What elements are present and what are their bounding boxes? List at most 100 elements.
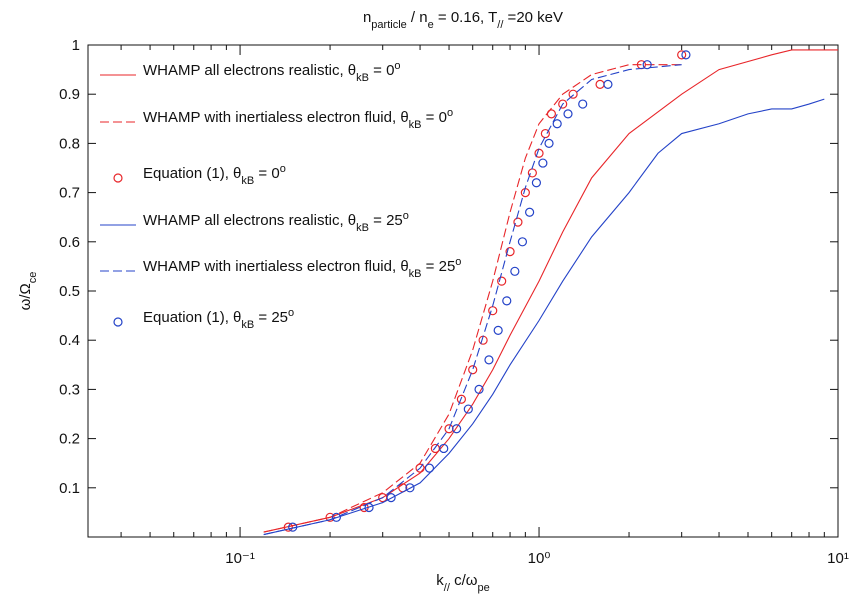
data-point [288,522,298,532]
y-tick-label: 0.9 [59,86,80,103]
data-point [502,296,512,306]
text-sup: o [447,107,453,119]
legend-label: WHAMP all electrons realistic, θkB = 0o [143,60,401,84]
x-tick-label: 10⁻¹ [225,550,255,567]
text-part: = 0 [369,62,394,79]
y-axis-label: ω/Ωce [17,272,39,311]
data-point [424,463,435,473]
text-sup: o [280,163,286,175]
data-point [439,443,449,454]
y-tick-label: 0.2 [59,431,80,448]
y-tick-label: 0.6 [59,234,80,251]
x-tick-label: 10⁰ [528,550,551,567]
text-sup: o [455,256,461,268]
data-point [364,502,374,513]
data-point [510,266,520,276]
data-line [263,49,838,533]
text-sub: kB [409,268,422,280]
text-part: Equation (1), θ [143,165,241,182]
y-tick-label: 0.4 [59,332,80,349]
text-sub: pe [477,582,489,594]
legend-label: WHAMP with inertialess electron fluid, θ… [143,256,461,280]
text-part: c/ω [450,572,478,589]
text-part: =20 keV [503,9,563,26]
data-point [677,50,687,60]
text-sub: kB [356,72,369,84]
x-axis-label: k// c/ωpe [436,572,489,594]
text-sub: kB [356,222,369,234]
legend-label: WHAMP with inertialess electron fluid, θ… [143,107,453,131]
data-point [531,178,542,188]
data-point [283,522,293,532]
text-part: Equation (1), θ [143,309,241,326]
text-sub: e [428,19,434,31]
data-point [568,89,578,99]
y-tick-label: 0.7 [59,185,80,202]
data-point [415,463,425,473]
data-point [430,443,440,454]
data-point [517,237,528,247]
text-sub: // [444,582,451,594]
legend-label: Equation (1), θkB = 25o [143,307,294,331]
data-point [505,247,515,257]
data-point [484,355,494,365]
data-point [538,158,548,168]
data-line [263,64,682,533]
text-sub: kB [409,119,422,131]
data-point [642,60,652,70]
data-point [552,119,562,129]
text-sub: ce [27,272,39,284]
data-point [603,79,613,89]
text-sub: // [497,19,504,31]
text-part: / n [407,9,428,26]
legend-label: WHAMP all electrons realistic, θkB = 25o [143,210,409,234]
text-part: = 25 [422,258,456,275]
data-point [463,404,473,414]
data-point [405,483,415,493]
data-line [263,98,825,536]
y-tick-label: 1 [72,37,80,54]
text-part: = 25 [369,212,403,229]
data-point [563,109,573,119]
text-part: = 25 [254,309,288,326]
text-part: ω/Ω [17,283,34,310]
data-point [497,276,507,286]
text-sub: kB [241,319,254,331]
y-tick-label: 0.8 [59,135,80,152]
data-point [520,188,530,198]
data-point [456,394,467,404]
data-point [595,79,605,89]
data-point [493,325,503,335]
text-sup: o [394,60,400,72]
text-part: = 0 [254,165,279,182]
data-point [468,365,478,375]
text-sup: o [403,210,409,222]
text-part: WHAMP all electrons realistic, θ [143,212,356,229]
data-point [546,109,557,119]
legend-marker [113,173,123,183]
text-part: n [363,9,371,26]
text-sub: kB [241,175,254,187]
text-part: = 0.16, T [434,9,498,26]
y-tick-label: 0.3 [59,381,80,398]
data-point [578,99,588,109]
text-part: = 0 [422,109,447,126]
data-point [474,384,484,394]
data-point [525,207,535,217]
plot-area [263,49,838,536]
text-part: k [436,572,444,589]
y-tick-label: 0.1 [59,480,80,497]
legend-label: Equation (1), θkB = 0o [143,163,286,187]
text-part: WHAMP with inertialess electron fluid, θ [143,258,409,275]
data-point [386,493,396,503]
x-tick-label: 10¹ [827,550,849,567]
chart-title: nparticle / ne = 0.16, T// =20 keV [363,9,563,31]
text-part: WHAMP with inertialess electron fluid, θ [143,109,409,126]
data-point [681,50,691,60]
data-point [325,512,335,522]
data-point [558,99,568,109]
data-line [263,64,682,536]
data-point [331,512,341,522]
text-sup: o [288,307,294,319]
